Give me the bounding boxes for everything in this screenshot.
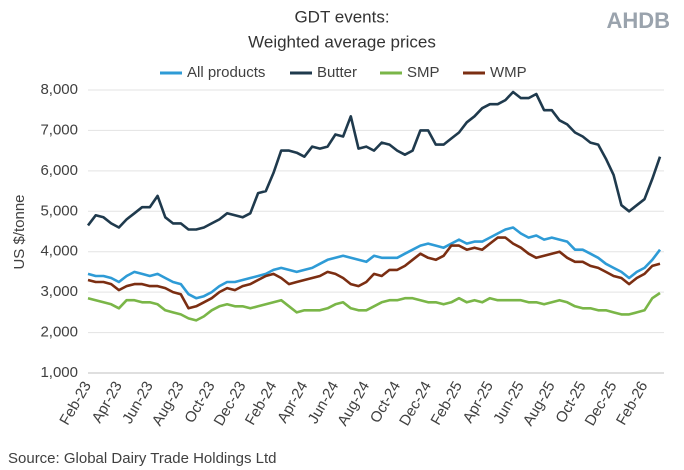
- x-tick-label: Feb-26: [613, 378, 651, 428]
- legend-label: WMP: [490, 64, 527, 81]
- y-axis-label: US $/tonne: [11, 194, 28, 269]
- series-line: [87, 291, 661, 322]
- legend-label: SMP: [407, 64, 440, 81]
- y-tick-label: 1,000: [40, 364, 78, 381]
- y-tick-label: 3,000: [40, 283, 78, 300]
- y-tick-label: 7,000: [40, 121, 78, 138]
- series-line: [87, 226, 662, 300]
- y-tick-label: 2,000: [40, 324, 78, 341]
- x-tick-label: Feb-23: [56, 378, 94, 428]
- logo: AHDB: [606, 8, 670, 33]
- y-tick-label: 5,000: [40, 202, 78, 219]
- y-tick-label: 6,000: [40, 162, 78, 179]
- legend-label: Butter: [317, 64, 357, 81]
- legend-label: All products: [187, 64, 265, 81]
- series-line: [87, 236, 661, 310]
- y-tick-label: 8,000: [40, 81, 78, 98]
- series-line: [86, 90, 662, 231]
- chart-title: GDT events:: [294, 7, 389, 26]
- chart-title: Weighted average prices: [248, 32, 436, 51]
- source: Source: Global Dairy Trade Holdings Ltd: [8, 450, 276, 467]
- x-tick-label: Feb-25: [427, 378, 465, 428]
- y-tick-label: 4,000: [40, 243, 78, 260]
